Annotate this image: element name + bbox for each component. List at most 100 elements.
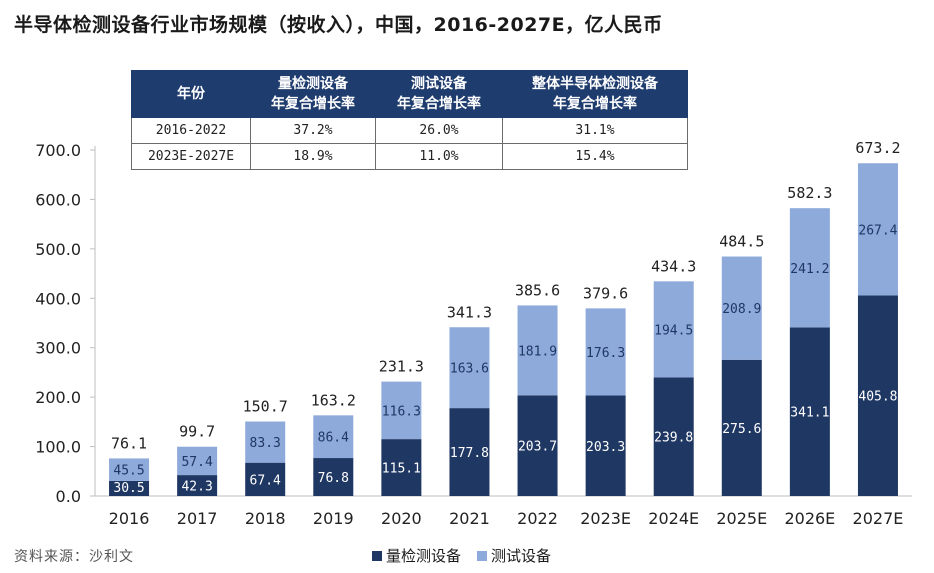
y-tick-label: 200.0	[35, 388, 81, 407]
data-label-test: 176.3	[586, 346, 625, 361]
data-label-total: 434.3	[651, 257, 696, 275]
data-label-metrology: 341.1	[790, 406, 829, 421]
data-label-test: 208.9	[722, 302, 761, 317]
table-cell: 26.0%	[375, 117, 503, 144]
bar-metrology	[585, 395, 626, 496]
bar-test	[857, 163, 898, 296]
table-cell: 31.1%	[502, 117, 688, 144]
header-metrology-cagr: 量检测设备 年复合增长率	[250, 70, 376, 118]
data-label-test: 116.3	[382, 404, 421, 419]
data-label-test: 267.4	[858, 223, 897, 238]
legend-label-metrology: 量检测设备	[386, 547, 462, 565]
data-label-metrology: 275.6	[722, 422, 761, 437]
x-tick-label: 2018	[245, 509, 286, 528]
data-label-total: 76.1	[111, 434, 147, 452]
bar-metrology	[177, 475, 218, 496]
data-label-metrology: 203.7	[518, 440, 557, 455]
bar-test	[109, 458, 150, 481]
x-tick-label: 2023E	[580, 509, 631, 528]
y-tick-label: 300.0	[35, 339, 81, 358]
data-label-test: 83.3	[250, 436, 281, 451]
y-tick-label: 700.0	[35, 141, 81, 160]
bar-test	[245, 421, 286, 463]
table-row: 2016-2022 37.2% 26.0% 31.1%	[131, 117, 688, 144]
header-test-cagr: 测试设备 年复合增长率	[375, 70, 503, 118]
x-tick-label: 2019	[313, 509, 354, 528]
data-label-total: 673.2	[855, 139, 900, 157]
legend-swatch-test	[477, 550, 488, 561]
y-tick-label: 100.0	[35, 438, 81, 457]
data-label-test: 86.4	[318, 431, 349, 446]
data-label-metrology: 177.8	[450, 446, 489, 461]
data-label-metrology: 30.5	[113, 481, 144, 496]
data-label-test: 241.2	[790, 262, 829, 277]
table-cell: 2016-2022	[131, 117, 251, 144]
bar-test	[721, 256, 762, 360]
bar-metrology	[313, 458, 354, 496]
data-label-total: 99.7	[179, 423, 215, 441]
table-cell: 18.9%	[250, 143, 376, 170]
y-tick-label: 0.0	[56, 487, 81, 506]
header-year: 年份	[131, 70, 251, 118]
table-cell: 2023E-2027E	[131, 143, 251, 170]
data-label-metrology: 42.3	[181, 480, 212, 495]
legend-item-test: 测试设备	[477, 545, 551, 566]
data-label-total: 163.2	[311, 391, 356, 409]
x-tick-label: 2021	[449, 509, 490, 528]
legend-item-metrology: 量检测设备	[372, 545, 461, 566]
data-label-test: 57.4	[181, 455, 212, 470]
bar-test	[653, 281, 694, 378]
data-label-test: 163.6	[450, 362, 489, 377]
data-label-total: 231.3	[379, 358, 424, 376]
legend-label-test: 测试设备	[491, 547, 552, 565]
table-cell: 15.4%	[502, 143, 688, 170]
bar-metrology	[109, 480, 150, 496]
data-label-total: 379.6	[583, 284, 628, 302]
data-label-test: 194.5	[654, 323, 693, 338]
bar-test	[585, 308, 626, 396]
data-label-total: 341.3	[447, 303, 492, 321]
chart-title: 半导体检测设备行业市场规模（按收入），中国，2016-2027E，亿人民币	[14, 14, 663, 36]
data-label-total: 582.3	[787, 184, 832, 202]
y-tick-label: 400.0	[35, 289, 81, 308]
bar-test	[313, 415, 354, 459]
bar-metrology	[721, 359, 762, 496]
header-total-cagr: 整体半导体检测设备 年复合增长率	[502, 70, 688, 118]
bar-test	[177, 446, 218, 476]
legend-swatch-metrology	[372, 550, 382, 561]
data-label-metrology: 203.3	[586, 440, 625, 455]
y-tick-label: 600.0	[35, 190, 81, 209]
x-tick-label: 2025E	[716, 509, 767, 528]
data-label-metrology: 239.8	[654, 431, 693, 446]
data-label-total: 484.5	[719, 233, 764, 251]
table-row: 2023E-2027E 18.9% 11.0% 15.4%	[131, 143, 688, 170]
data-label-metrology: 115.1	[382, 462, 421, 477]
table-header-row: 年份 量检测设备 年复合增长率 测试设备 年复合增长率 整体半导体检测设备 年复合增长…	[131, 70, 688, 118]
x-tick-label: 2027E	[853, 509, 904, 528]
legend: 量检测设备 测试设备	[372, 545, 561, 566]
bar-metrology	[653, 377, 694, 496]
bar-metrology	[857, 295, 898, 496]
bar-test	[381, 381, 422, 440]
data-label-metrology: 67.4	[250, 473, 281, 488]
bar-metrology	[789, 327, 830, 496]
x-tick-label: 2020	[381, 509, 422, 528]
source-note: 资料来源：沙利文	[14, 549, 134, 565]
data-label-test: 181.9	[518, 344, 557, 359]
bar-test	[517, 305, 558, 396]
bar-test	[449, 327, 490, 409]
data-label-total: 150.7	[243, 398, 288, 416]
bar-metrology	[517, 395, 558, 496]
bar-metrology	[381, 439, 422, 496]
y-tick-label: 500.0	[35, 240, 81, 259]
x-tick-label: 2017	[177, 509, 218, 528]
table-cell: 11.0%	[375, 143, 503, 170]
bar-metrology	[245, 462, 286, 496]
bar-metrology	[449, 408, 490, 496]
data-label-total: 385.6	[515, 281, 560, 299]
bar-test	[789, 208, 830, 328]
table-cell: 37.2%	[250, 117, 376, 144]
cagr-table: 年份 量检测设备 年复合增长率 测试设备 年复合增长率 整体半导体检测设备 年复合增长…	[131, 70, 688, 170]
x-tick-label: 2022	[517, 509, 558, 528]
